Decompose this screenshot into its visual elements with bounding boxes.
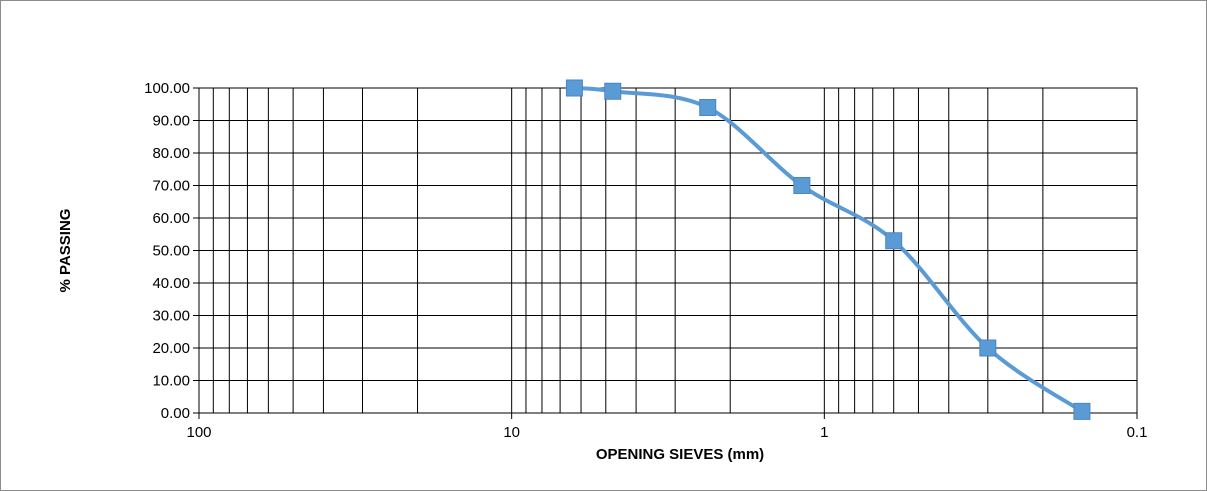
y-axis-title: % PASSING [57, 209, 74, 293]
plot-area-border [198, 87, 1138, 414]
data-point-marker [979, 339, 997, 357]
y-tick-label: 100.00 [144, 80, 190, 97]
x-tick-label: 10 [503, 424, 520, 441]
series-markers [565, 79, 1091, 420]
x-tick-label: 100 [186, 424, 211, 441]
data-point-marker [885, 232, 903, 250]
horizontal-gridlines [193, 87, 1137, 414]
x-tick-label: 1 [820, 424, 828, 441]
y-tick-label: 10.00 [152, 373, 190, 390]
data-point-marker [565, 79, 583, 97]
y-tick-labels: 0.00 10.00 20.00 30.00 40.00 50.00 60.00 70.00 8… [144, 80, 190, 422]
y-tick-label: 30.00 [152, 308, 190, 325]
y-tick-label: 80.00 [152, 145, 190, 162]
y-tick-label: 40.00 [152, 275, 190, 292]
data-point-marker [793, 177, 811, 194]
y-tick-label: 90.00 [152, 113, 190, 130]
y-tick-label: 70.00 [152, 178, 190, 195]
y-tick-label: 20.00 [152, 340, 190, 357]
y-tick-label: 60.00 [152, 210, 190, 227]
x-tick-labels: 100 10 1 0.1 [186, 413, 1147, 441]
data-point-marker [1073, 402, 1091, 420]
data-point-marker [699, 99, 717, 116]
x-axis-title: OPENING SIEVES (mm) [596, 446, 764, 463]
y-tick-label: 50.00 [152, 243, 190, 260]
series-line [574, 86, 1084, 414]
x-tick-label: 0.1 [1127, 424, 1148, 441]
y-tick-label: 0.00 [161, 405, 190, 422]
data-point-marker [604, 82, 622, 100]
